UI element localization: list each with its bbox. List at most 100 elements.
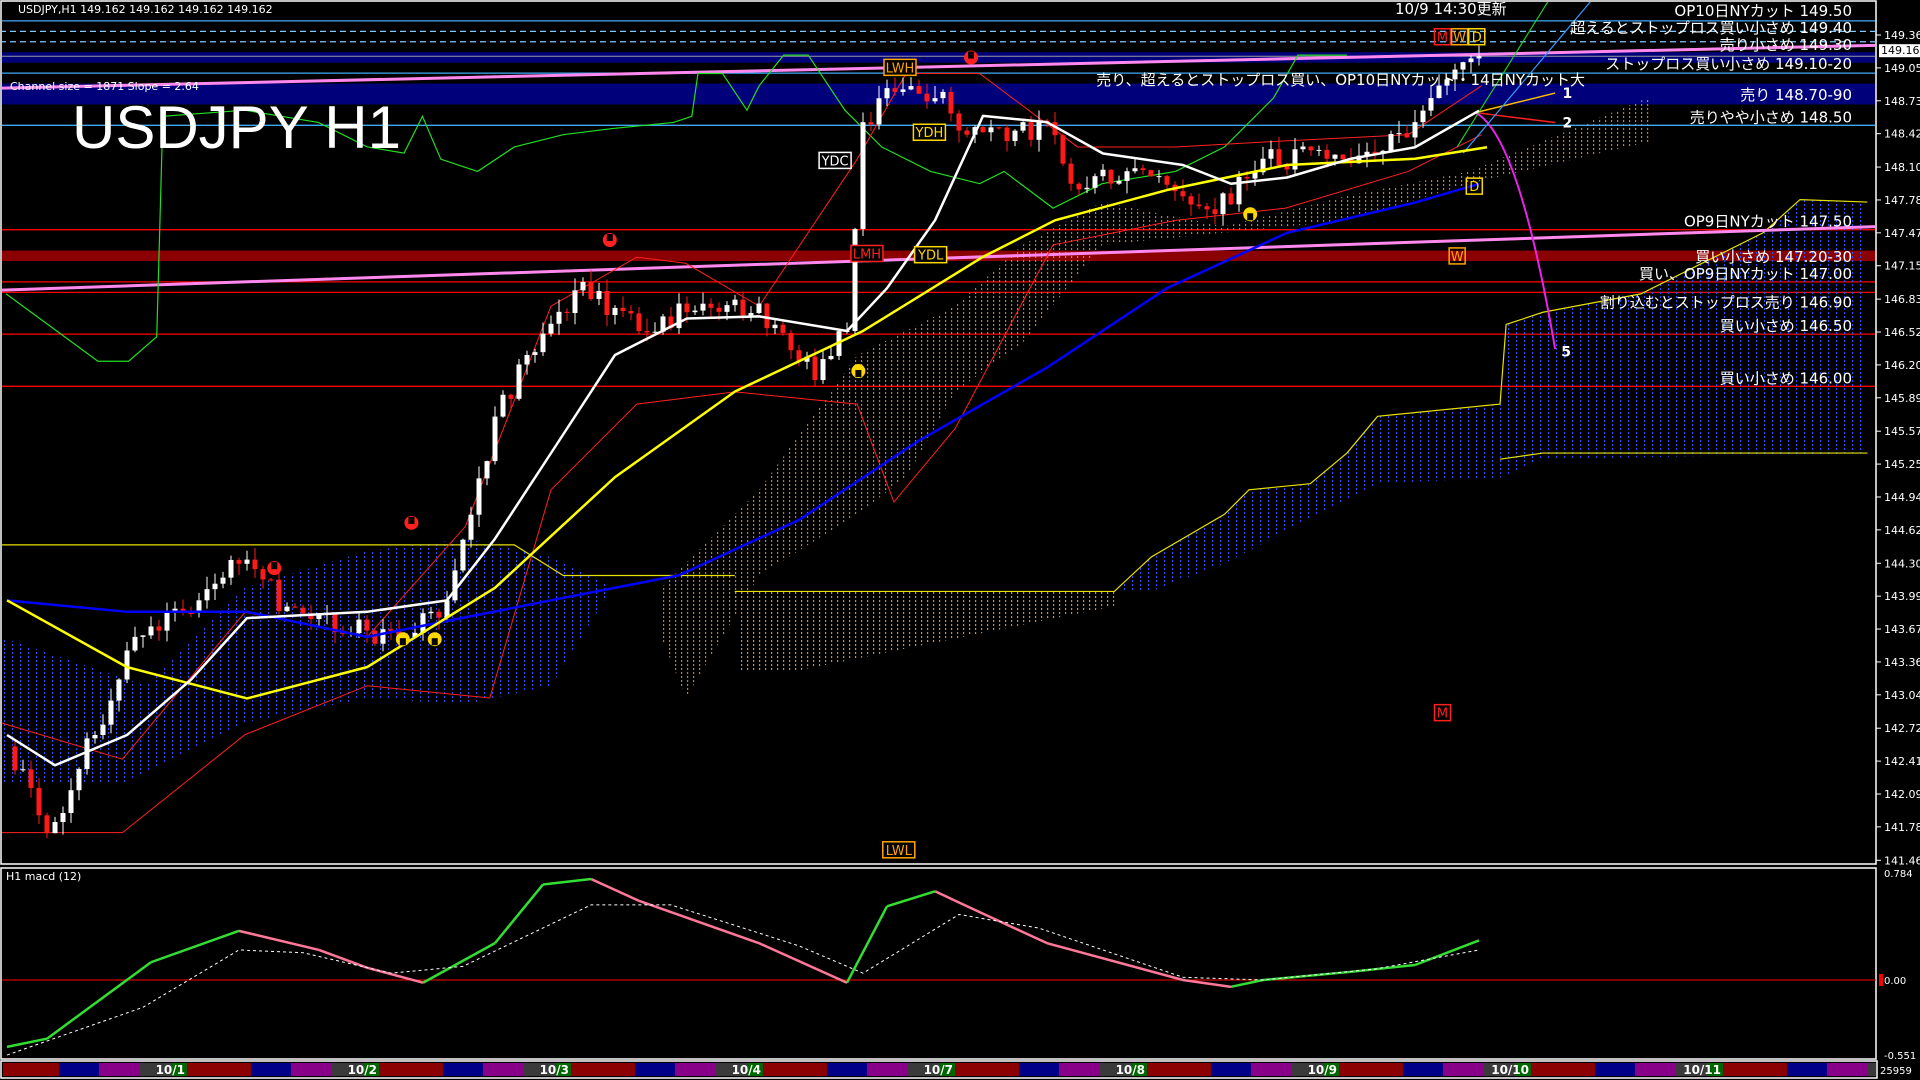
projection-line-1 xyxy=(1475,92,1556,114)
candle-body xyxy=(100,724,106,736)
session-segment xyxy=(1443,1063,1483,1076)
candle xyxy=(884,79,890,107)
candle-body xyxy=(356,619,362,634)
candle xyxy=(580,277,586,296)
candle-body xyxy=(604,291,610,316)
candle-body xyxy=(1020,122,1026,131)
candle-body xyxy=(1148,170,1154,177)
candle-body xyxy=(668,316,674,329)
reference-label-w: W xyxy=(1448,247,1466,265)
candle xyxy=(1236,171,1242,212)
candle-body xyxy=(1004,127,1010,141)
trend-line-blue xyxy=(1462,2,1591,154)
candle-body xyxy=(868,122,874,125)
candle-body xyxy=(1060,135,1066,164)
candle xyxy=(788,329,794,360)
candle xyxy=(1076,182,1082,196)
candle-body xyxy=(644,330,650,333)
candle-body xyxy=(12,746,18,771)
candle xyxy=(132,626,138,653)
macd-segment xyxy=(886,890,936,908)
price-tick-label: 148.735 xyxy=(1884,95,1920,108)
candle-body xyxy=(884,88,890,99)
candle-body xyxy=(108,700,114,725)
candle-body xyxy=(420,613,426,633)
candle-body xyxy=(708,303,714,308)
macd-segment xyxy=(6,1037,48,1049)
candle xyxy=(1276,136,1282,167)
candle-body xyxy=(732,299,738,306)
candle xyxy=(1180,179,1186,202)
candle xyxy=(596,283,602,306)
candle-body xyxy=(36,787,42,816)
sell-signal-icon-inner xyxy=(606,234,613,242)
candle-body xyxy=(564,311,570,314)
candle xyxy=(828,345,834,361)
candle-body xyxy=(132,636,138,651)
candle-body xyxy=(1212,209,1218,215)
candle-body xyxy=(1156,176,1162,178)
candle-body xyxy=(812,356,818,381)
chikou-span xyxy=(5,54,1347,362)
current-price-badge xyxy=(1879,44,1920,58)
buy-signal-icon-inner xyxy=(1247,213,1254,221)
candle xyxy=(1108,169,1114,190)
session-segment xyxy=(763,1063,827,1076)
candle-body xyxy=(684,303,690,313)
candle xyxy=(516,358,522,401)
candle xyxy=(1060,133,1066,167)
candle xyxy=(428,606,434,620)
candle-body xyxy=(1124,171,1130,181)
macd-segment xyxy=(494,883,544,944)
candle xyxy=(1068,157,1074,191)
candle-body xyxy=(332,613,338,633)
candle-body xyxy=(1308,146,1314,151)
macd-panel-frame xyxy=(0,867,1877,1060)
candle xyxy=(156,619,162,641)
candle xyxy=(1172,181,1178,201)
sell-signal-icon-inner xyxy=(968,51,975,59)
candle xyxy=(1372,139,1378,161)
candle-body xyxy=(436,611,442,618)
candle-body xyxy=(1180,191,1186,197)
candle-body xyxy=(516,364,522,399)
ichimoku-cloud xyxy=(661,95,1654,698)
candle xyxy=(492,406,498,465)
session-segment xyxy=(955,1063,1019,1076)
candle-body xyxy=(596,291,602,299)
reference-label-text: W xyxy=(1451,250,1464,265)
candle xyxy=(692,305,698,316)
macd-segment xyxy=(590,877,640,902)
session-segment xyxy=(1403,1063,1443,1076)
candle-body xyxy=(428,611,434,614)
candle-body xyxy=(444,600,450,618)
date-axis-frame xyxy=(0,1060,1878,1079)
candle-body xyxy=(380,629,386,644)
projection-line-5 xyxy=(1475,111,1557,350)
candle-body xyxy=(1300,146,1306,150)
candle xyxy=(140,635,146,648)
buy-signal-icon-inner xyxy=(399,638,406,646)
candle-body xyxy=(1364,151,1370,156)
candle xyxy=(1116,175,1122,185)
date-label: 10/3 xyxy=(540,1063,569,1077)
candle xyxy=(564,308,570,321)
candle xyxy=(220,571,226,589)
candle xyxy=(820,349,826,384)
main-panel-frame xyxy=(0,0,1877,865)
candle-body xyxy=(1324,149,1330,159)
candle xyxy=(540,322,546,356)
candle xyxy=(44,812,50,839)
candle xyxy=(836,329,842,360)
candle-body xyxy=(116,679,122,701)
session-segment xyxy=(443,1063,483,1076)
candle-body xyxy=(796,350,802,362)
candle-body xyxy=(84,738,90,769)
candle-body xyxy=(1356,155,1362,164)
candle xyxy=(260,565,266,589)
date-label: 10/1 xyxy=(156,1063,185,1077)
price-tick-label: 142.725 xyxy=(1884,722,1920,735)
day-marker xyxy=(1323,1063,1339,1076)
reference-label-text: LWH xyxy=(886,61,915,76)
